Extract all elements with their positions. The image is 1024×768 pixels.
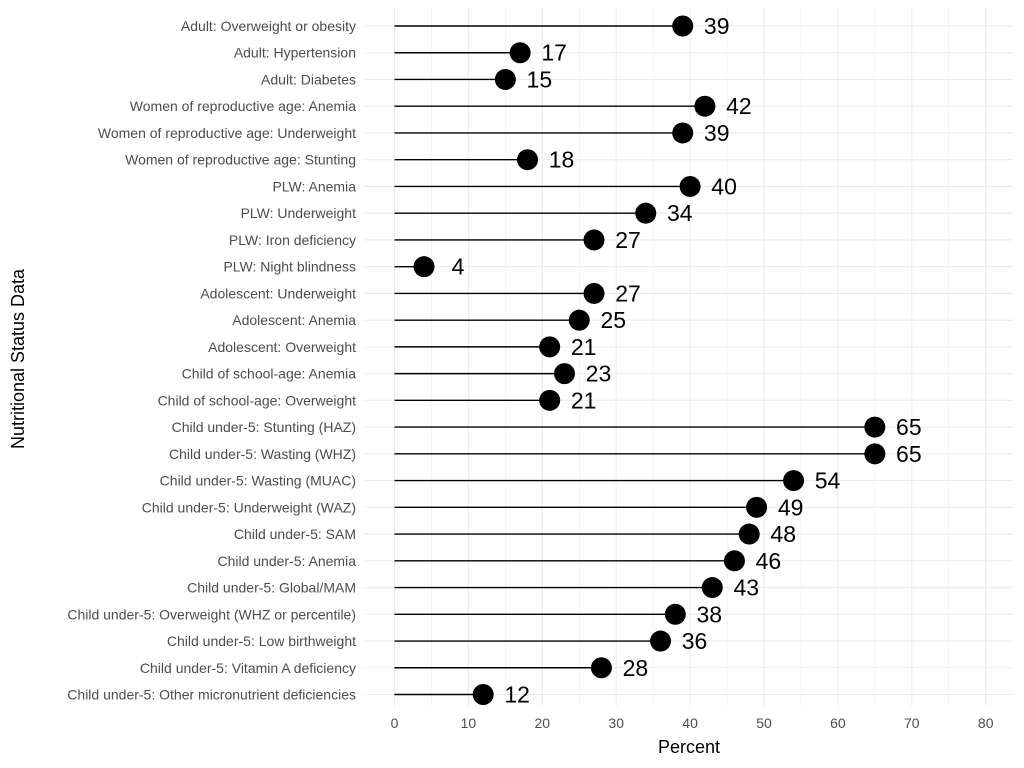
- value-label: 27: [615, 227, 641, 253]
- points: [413, 15, 886, 705]
- lollipop-point: [783, 470, 805, 492]
- value-label: 65: [896, 441, 922, 467]
- x-tick-label: 40: [682, 715, 698, 731]
- y-tick-label: Women of reproductive age: Stunting: [125, 152, 356, 168]
- x-axis-title: Percent: [658, 737, 720, 757]
- lollipop-point: [583, 229, 605, 251]
- value-label: 38: [697, 601, 723, 627]
- x-tick-label: 20: [535, 715, 551, 731]
- y-tick-label: Child under-5: Underweight (WAZ): [142, 499, 356, 515]
- lollipop-point: [746, 496, 768, 518]
- value-label: 17: [541, 40, 567, 66]
- y-tick-label: Child under-5: Vitamin A deficiency: [140, 660, 356, 676]
- lollipop-point: [694, 95, 716, 117]
- x-tick-label: 10: [461, 715, 477, 731]
- x-tick-labels: 0 10 20 30 40 50 60 70 80: [391, 715, 994, 731]
- y-tick-label: PLW: Night blindness: [223, 259, 356, 275]
- value-label: 21: [571, 334, 597, 360]
- lollipop-point: [701, 577, 723, 599]
- lollipop-point: [672, 122, 694, 144]
- x-tick-label: 50: [756, 715, 772, 731]
- value-label: 28: [623, 655, 649, 681]
- value-label: 27: [615, 280, 641, 306]
- lollipop-point: [539, 336, 561, 358]
- y-tick-label: Adult: Diabetes: [261, 71, 356, 87]
- value-label: 18: [549, 147, 575, 173]
- y-tick-label: Child under-5: Wasting (MUAC): [160, 473, 356, 489]
- lollipop-point: [517, 149, 539, 171]
- value-label: 36: [682, 628, 708, 654]
- x-tick-label: 70: [904, 715, 920, 731]
- value-label: 49: [778, 494, 804, 520]
- x-tick-label: 30: [608, 715, 624, 731]
- y-tick-label: PLW: Underweight: [241, 205, 357, 221]
- grid-lines: [365, 8, 1013, 706]
- lollipop-point: [494, 68, 516, 90]
- lollipop-point: [679, 175, 701, 197]
- y-tick-label: Child under-5: Stunting (HAZ): [172, 419, 356, 435]
- y-tick-label: Child of school-age: Anemia: [182, 366, 357, 382]
- y-tick-label: Child under-5: Overweight (WHZ or percen…: [67, 606, 356, 622]
- y-tick-labels: Adult: Overweight or obesity Adult: Hyper…: [67, 18, 356, 703]
- lollipop-point: [553, 363, 575, 385]
- lollipop-point: [568, 309, 590, 331]
- value-label: 39: [704, 120, 730, 146]
- value-label: 48: [770, 521, 796, 547]
- lollipop-point: [413, 256, 435, 278]
- lollipop-point: [650, 630, 672, 652]
- value-label: 54: [815, 468, 841, 494]
- value-label: 43: [733, 575, 759, 601]
- lollipop-point: [472, 684, 494, 705]
- y-tick-label: Child under-5: Anemia: [217, 553, 356, 569]
- value-label: 39: [704, 13, 730, 39]
- lollipop-point: [590, 657, 612, 679]
- value-label: 25: [600, 307, 626, 333]
- y-tick-label: PLW: Iron deficiency: [229, 232, 356, 248]
- y-tick-label: Adult: Hypertension: [234, 45, 356, 61]
- y-tick-label: Adult: Overweight or obesity: [181, 18, 356, 34]
- value-label: 46: [756, 548, 782, 574]
- x-tick-label: 80: [978, 715, 994, 731]
- lollipop-point: [672, 15, 694, 37]
- value-label: 34: [667, 200, 693, 226]
- y-tick-label: Child under-5: SAM: [234, 526, 356, 542]
- value-label: 40: [711, 173, 737, 199]
- y-tick-label: Women of reproductive age: Anemia: [130, 98, 356, 114]
- stems: [394, 25, 875, 696]
- lollipop-point: [864, 416, 886, 438]
- lollipop-point: [509, 42, 531, 64]
- y-tick-label: Child under-5: Wasting (WHZ): [169, 446, 356, 462]
- x-tick-label: 60: [830, 715, 846, 731]
- y-tick-label: Child under-5: Other micronutrient defic…: [67, 687, 356, 703]
- lollipop-point: [723, 550, 745, 572]
- y-tick-label: Child under-5: Low birthweight: [167, 633, 356, 649]
- value-labels: 3917154239184034274272521232165655449484…: [452, 13, 922, 708]
- lollipop-point: [864, 443, 886, 465]
- value-label: 65: [896, 414, 922, 440]
- y-axis-title: Nutritional Status Data: [8, 268, 28, 449]
- y-tick-label: Women of reproductive age: Underweight: [98, 125, 356, 141]
- value-label: 12: [504, 682, 530, 708]
- lollipop-point: [583, 282, 605, 304]
- lollipop-point: [738, 523, 760, 545]
- y-tick-label: Adolescent: Overweight: [208, 339, 356, 355]
- value-label: 15: [527, 66, 553, 92]
- y-tick-label: PLW: Anemia: [272, 178, 356, 194]
- y-tick-label: Child of school-age: Overweight: [158, 392, 357, 408]
- value-label: 42: [726, 93, 752, 119]
- value-label: 21: [571, 387, 597, 413]
- value-label: 23: [586, 361, 612, 387]
- x-tick-label: 0: [391, 715, 399, 731]
- y-tick-label: Adolescent: Underweight: [200, 285, 356, 301]
- y-tick-label: Child under-5: Global/MAM: [187, 580, 356, 596]
- value-label: 4: [452, 254, 465, 280]
- lollipop-point: [664, 603, 686, 625]
- y-tick-label: Adolescent: Anemia: [232, 312, 356, 328]
- lollipop-point: [539, 389, 561, 411]
- lollipop-point: [635, 202, 657, 224]
